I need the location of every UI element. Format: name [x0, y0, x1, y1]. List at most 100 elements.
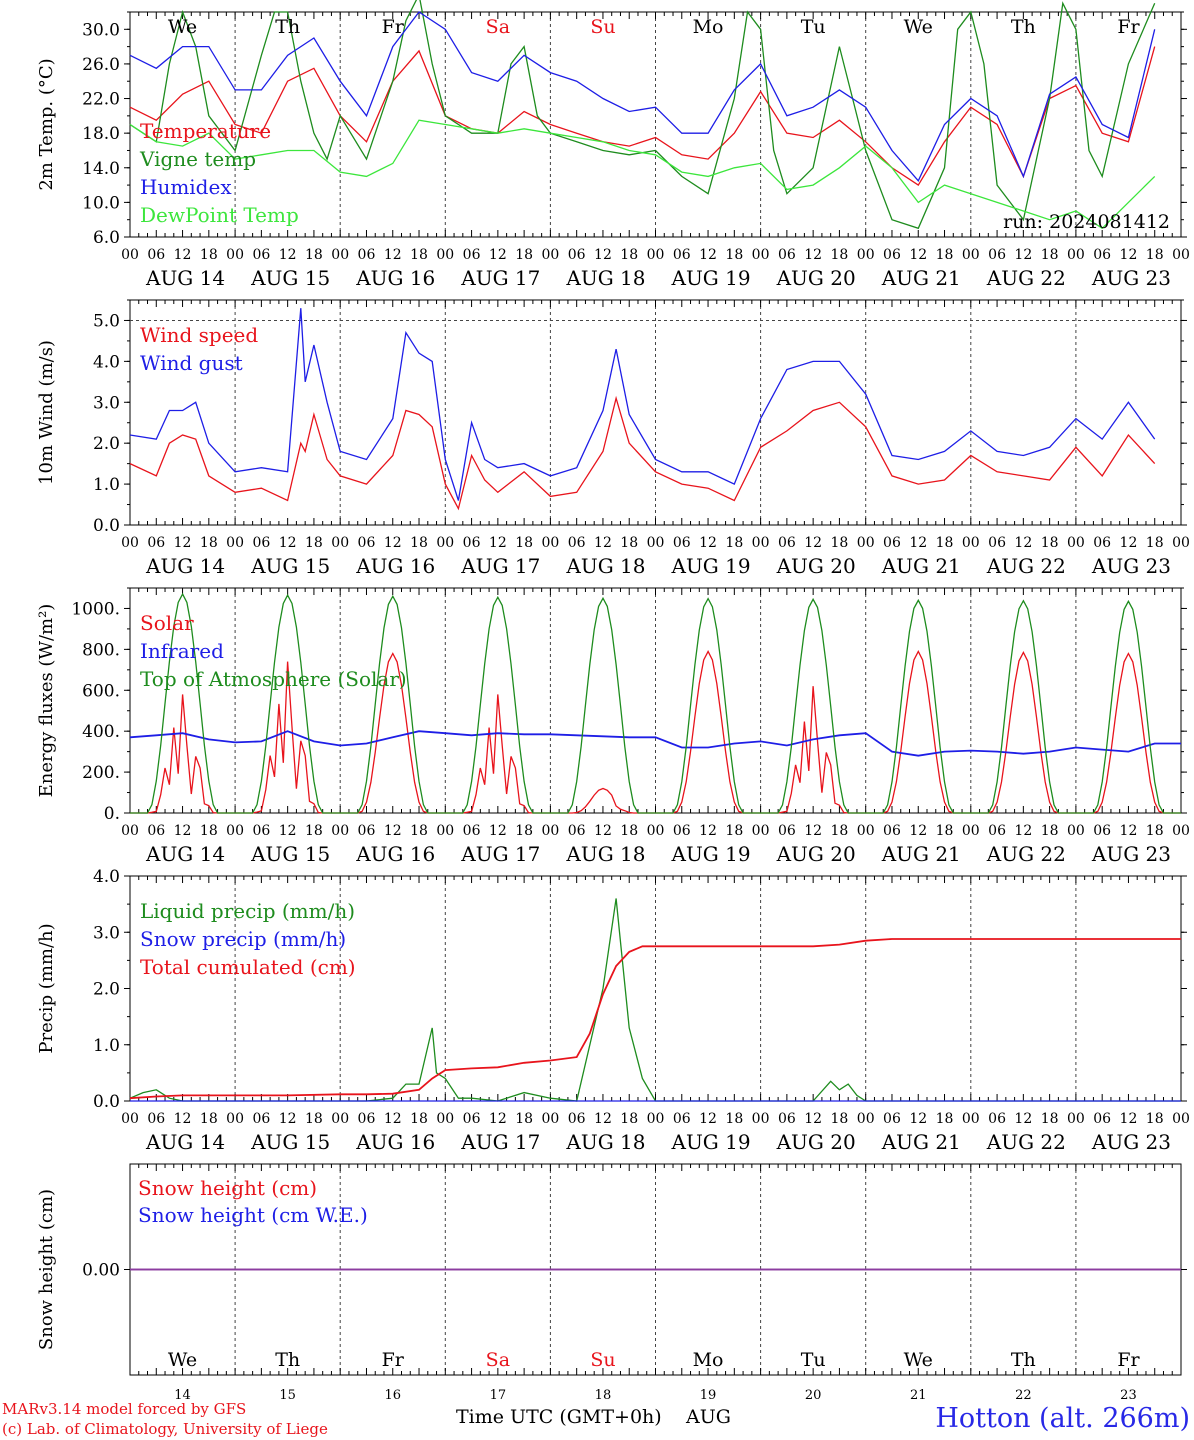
series-line [130, 592, 1181, 814]
weekday-label: Sa [486, 16, 510, 38]
y-axis-label: Precip (mm/h) [36, 923, 57, 1053]
date-label: AUG 22 [986, 842, 1066, 866]
hour-tick-label: 00 [647, 1111, 665, 1127]
hour-tick-label: 06 [883, 1111, 901, 1127]
legend-entry: Humidex [140, 175, 232, 199]
hour-tick-label: 06 [463, 823, 481, 839]
hour-tick-label: 00 [1067, 823, 1085, 839]
y-tick-label: 5.0 [93, 311, 120, 331]
date-label: AUG 22 [986, 266, 1066, 290]
x-axis-label: Time UTC (GMT+0h) [456, 1406, 662, 1428]
day-number-label: 15 [279, 1388, 296, 1403]
hour-tick-label: 06 [1093, 535, 1111, 551]
hour-tick-label: 18 [936, 823, 954, 839]
legend-entry: DewPoint Temp [140, 203, 299, 227]
hour-tick-label: 18 [1041, 247, 1059, 263]
date-label: AUG 16 [355, 1130, 435, 1154]
credit-line-1: MARv3.14 model forced by GFS [2, 1400, 246, 1418]
weekday-label: Th [1011, 16, 1036, 38]
weekday-label: We [904, 1349, 933, 1371]
hour-tick-label: 06 [778, 823, 796, 839]
hour-tick-label: 06 [988, 1111, 1006, 1127]
hour-tick-label: 00 [331, 1111, 349, 1127]
date-label: AUG 23 [1091, 554, 1171, 578]
legend-entry: Top of Atmosphere (Solar) [140, 667, 407, 691]
hour-tick-label: 00 [121, 247, 139, 263]
hour-tick-label: 06 [778, 1111, 796, 1127]
date-label: AUG 21 [881, 554, 961, 578]
weekday-label: Fr [1117, 16, 1140, 38]
plot-frame [129, 587, 1182, 814]
legend-entry: Snow height (cm W.E.) [138, 1203, 368, 1227]
legend-entry: Temperature [140, 119, 271, 143]
hour-tick-label: 12 [174, 247, 192, 263]
hour-tick-label: 06 [568, 247, 586, 263]
y-axis-label: 10m Wind (m/s) [36, 340, 57, 485]
hour-tick-label: 18 [936, 535, 954, 551]
hour-tick-label: 00 [331, 535, 349, 551]
hour-tick-label: 00 [436, 247, 454, 263]
hour-tick-label: 18 [1041, 823, 1059, 839]
hour-tick-label: 12 [279, 247, 297, 263]
hour-tick-label: 06 [673, 1111, 691, 1127]
y-tick-label: 0.0 [93, 516, 120, 536]
y-tick-label: 4.0 [93, 867, 120, 887]
hour-tick-label: 06 [1093, 247, 1111, 263]
date-label: AUG 20 [776, 266, 856, 290]
hour-tick-label: 12 [1014, 823, 1032, 839]
location-title: Hotton (alt. 266m) [935, 1403, 1190, 1434]
hour-tick-label: 06 [568, 535, 586, 551]
hour-tick-label: 18 [620, 823, 638, 839]
hour-tick-label: 00 [1067, 1111, 1085, 1127]
hour-tick-label: 06 [252, 1111, 270, 1127]
hour-tick-label: 18 [936, 247, 954, 263]
hour-tick-label: 12 [909, 1111, 927, 1127]
hour-tick-label: 06 [988, 535, 1006, 551]
hour-tick-label: 12 [909, 247, 927, 263]
hour-tick-label: 06 [358, 823, 376, 839]
hour-tick-label: 06 [883, 823, 901, 839]
hour-tick-label: 00 [436, 1111, 454, 1127]
date-label: AUG 18 [565, 1130, 645, 1154]
y-axis-label: 2m Temp. (°C) [36, 58, 57, 190]
hour-tick-label: 12 [699, 535, 717, 551]
y-tick-label: 30.0 [82, 20, 120, 40]
date-label: AUG 17 [460, 1130, 540, 1154]
hour-tick-label: 00 [541, 823, 559, 839]
hour-tick-label: 18 [410, 1111, 428, 1127]
hour-tick-label: 06 [883, 247, 901, 263]
hour-tick-label: 00 [1067, 535, 1085, 551]
hour-tick-label: 06 [568, 823, 586, 839]
hour-tick-label: 00 [752, 823, 770, 839]
hour-tick-label: 12 [1014, 535, 1032, 551]
date-label: AUG 21 [881, 842, 961, 866]
hour-tick-label: 18 [1146, 1111, 1164, 1127]
day-number-label: 14 [174, 1388, 191, 1403]
weekday-label: Sa [486, 1349, 510, 1371]
date-label: AUG 23 [1091, 266, 1171, 290]
hour-tick-label: 18 [936, 1111, 954, 1127]
hour-tick-label: 00 [436, 823, 454, 839]
weekday-label: Su [590, 1349, 615, 1371]
hour-tick-label: 06 [883, 535, 901, 551]
hour-tick-label: 00 [541, 1111, 559, 1127]
y-tick-label: 0.0 [93, 1092, 120, 1112]
hour-tick-label: 12 [489, 535, 507, 551]
hour-tick-label: 18 [305, 535, 323, 551]
hour-tick-label: 18 [620, 535, 638, 551]
hour-tick-label: 06 [252, 247, 270, 263]
hour-tick-label: 12 [1120, 535, 1138, 551]
hour-tick-label: 00 [857, 247, 875, 263]
hour-tick-label: 12 [699, 1111, 717, 1127]
hour-tick-label: 18 [725, 1111, 743, 1127]
hour-tick-label: 12 [804, 1111, 822, 1127]
y-tick-label: 4.0 [93, 352, 120, 372]
weekday-label: Th [275, 16, 300, 38]
series-line [129, 119, 1156, 230]
legend-entry: Wind speed [140, 323, 258, 347]
weekday-label: Fr [382, 1349, 405, 1371]
date-label: AUG 15 [250, 554, 330, 578]
hour-tick-label: 12 [1014, 247, 1032, 263]
date-label: AUG 23 [1091, 1130, 1171, 1154]
hour-tick-label: 00 [962, 535, 980, 551]
